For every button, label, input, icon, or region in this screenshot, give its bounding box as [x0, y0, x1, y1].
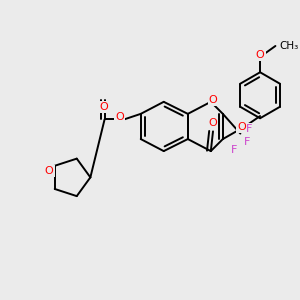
Text: O: O	[208, 94, 217, 105]
Text: O: O	[45, 166, 54, 176]
Text: O: O	[116, 112, 124, 122]
Text: F: F	[231, 145, 237, 155]
Text: O: O	[208, 118, 217, 128]
Text: O: O	[237, 122, 246, 132]
Text: O: O	[256, 50, 265, 60]
Text: F: F	[246, 124, 252, 134]
Text: F: F	[244, 137, 250, 147]
Text: CH₃: CH₃	[279, 41, 298, 51]
Text: O: O	[99, 102, 108, 112]
